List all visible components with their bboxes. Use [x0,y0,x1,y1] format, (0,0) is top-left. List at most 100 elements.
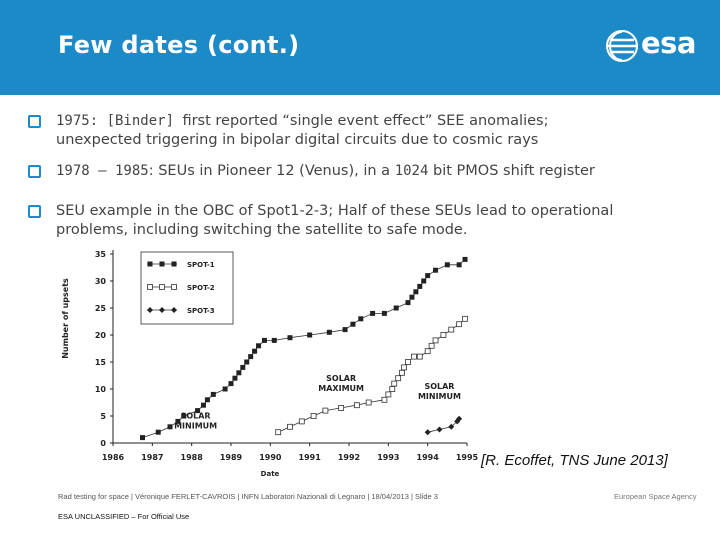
chart-annotation: SOLAR [326,374,356,383]
data-point-spot-2 [428,342,435,349]
data-point-spot-1 [350,321,356,327]
slide-header: Few dates (cont.) esa [0,0,720,95]
data-point-spot-1 [204,397,210,403]
data-point-spot-1 [433,267,439,273]
data-point-spot-2 [405,359,411,365]
data-point-spot-1 [210,391,216,397]
y-axis-label: Number of upsets [61,278,70,359]
bullet-line: problems, including switching the satell… [56,221,613,240]
data-point-spot-2 [338,404,345,411]
data-point-spot-2 [395,375,402,382]
data-point-spot-1 [287,335,293,341]
data-point-spot-1 [393,305,399,311]
square-bullet-icon [28,205,41,218]
data-point-spot-2 [381,396,388,403]
data-point-spot-1 [261,337,267,343]
data-point-spot-2 [385,391,392,398]
esa-logo-icon [606,30,638,62]
data-point-spot-2 [287,423,293,430]
data-point-spot-1 [405,300,411,306]
data-point-spot-2 [399,369,406,376]
data-point-spot-1 [195,408,201,414]
bullet-run: unexpected triggering in bipolar digital… [56,132,539,148]
y-tick-label: 20 [95,331,107,340]
data-point-spot-1 [425,273,431,279]
data-point-spot-1 [200,402,206,408]
data-point-spot-1 [271,337,277,343]
y-tick-label: 15 [95,358,107,367]
classification-label: ESA UNCLASSIFIED – For Official Use [58,512,190,521]
legend-label: SPOT-1 [187,261,215,269]
data-point-spot-1 [228,381,234,387]
legend-marker [171,284,177,290]
y-tick-label: 10 [95,385,107,394]
data-point-spot-1 [358,316,364,322]
seu-chart: 0 5 10 15 20 25 30 35 1986 1987 1988 1989 1990 1991 19… [55,240,480,480]
x-tick-label: 1990 [259,453,282,462]
data-point-spot-1 [155,429,161,435]
y-tick-label: 35 [95,250,107,259]
legend-marker [147,261,153,267]
y-tick-label: 5 [100,412,106,421]
data-point-spot-1 [140,435,145,441]
bullet-text: 1975: [Binder] first reported “single ev… [56,112,548,150]
bullet-run: bit PMOS shift register [428,163,595,179]
chart-annotation: SOLAR [424,382,454,391]
data-point-spot-1 [236,370,242,376]
data-point-spot-1 [417,283,423,289]
footer-info: Rad testing for space | Véronique FERLET… [58,492,438,501]
data-point-spot-2 [322,407,329,414]
data-point-spot-2 [389,386,396,392]
data-point-spot-1 [232,375,238,381]
data-point-spot-2 [410,353,417,360]
x-tick-label: 1994 [417,453,440,462]
esa-logo: esa [605,26,705,64]
data-point-spot-1 [222,386,228,392]
legend-marker [159,261,165,267]
y-tick-label: 25 [95,304,107,313]
y-tick-label: 0 [100,439,106,448]
x-tick-label: 1993 [377,453,399,462]
bullet-run: 1024 [394,163,429,179]
data-point-spot-3 [424,429,431,436]
legend-label: SPOT-2 [187,284,215,292]
data-point-spot-1 [307,332,313,338]
data-point-spot-2 [456,321,463,328]
series-line-spot-3 [427,418,460,433]
data-point-spot-2 [365,399,372,406]
chart-annotation: MINIMUM [418,392,461,401]
legend-label: SPOT-3 [187,307,215,315]
data-point-spot-2 [391,380,398,387]
bullet-run: SEU example in the OBC of Spot1-2-3; Hal… [56,203,614,219]
x-tick-label: 1988 [181,453,204,462]
citation: [R. Ecoffet, TNS June 2013] [479,452,670,469]
data-point-spot-1 [342,327,348,333]
bullet-run: : SEUs in Pioneer 12 (Venus), in a [148,163,395,179]
bullet-line: unexpected triggering in bipolar digital… [56,131,548,150]
data-point-spot-1 [413,289,419,295]
square-bullet-icon [28,165,41,178]
data-point-spot-1 [167,424,173,430]
bullet-line: 1975: [Binder] first reported “single ev… [56,112,548,131]
bullet-run: 1978 – 1985 [56,163,149,179]
x-tick-label: 1991 [299,453,322,462]
data-point-spot-3 [436,426,443,433]
data-point-spot-2 [462,315,468,322]
data-point-spot-1 [421,278,427,284]
data-point-spot-1 [326,329,332,335]
bullet-text: SEU example in the OBC of Spot1-2-3; Hal… [56,202,613,240]
data-point-spot-2 [440,332,447,338]
seu-chart-svg: 0 5 10 15 20 25 30 35 1986 1987 1988 1989 1990 1991 19… [61,250,479,478]
slide-title: Few dates (cont.) [58,31,300,59]
bullet-run: problems, including switching the satell… [56,222,468,238]
data-point-spot-2 [416,353,423,360]
x-axis-label: Date [261,470,280,478]
legend-marker [147,284,153,290]
x-tick-label: 1995 [456,453,479,462]
bullet-line: 1978 – 1985: SEUs in Pioneer 12 (Venus),… [56,162,595,181]
legend-marker [159,307,165,313]
data-point-spot-2 [310,413,317,419]
data-point-spot-1 [240,364,246,370]
legend-marker [147,307,153,313]
x-tick-label: 1987 [141,453,163,462]
